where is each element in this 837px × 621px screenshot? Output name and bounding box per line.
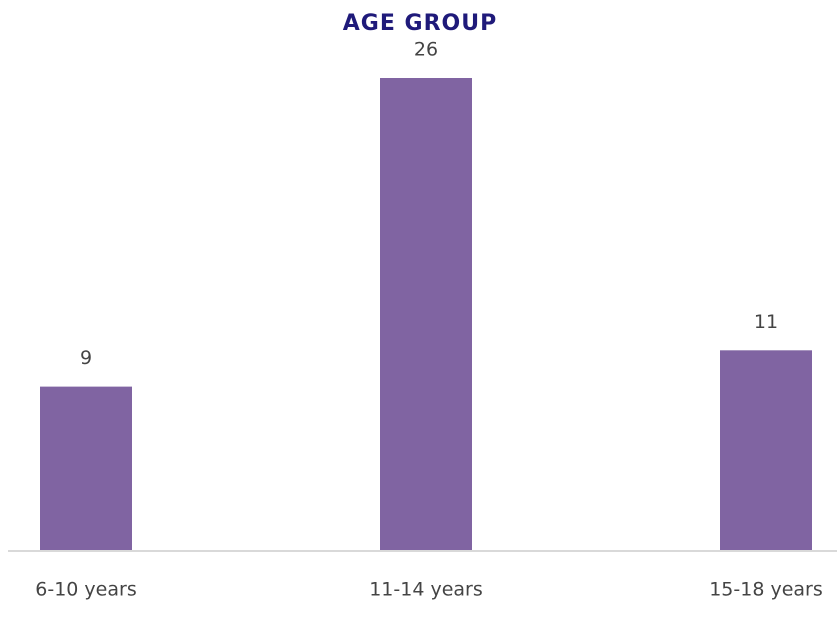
x-tick-label: 15-18 years [709, 579, 823, 601]
x-tick-label: 6-10 years [35, 579, 136, 601]
bar [720, 350, 812, 550]
x-tick-label: 11-14 years [369, 579, 483, 601]
data-label: 26 [414, 39, 438, 61]
data-label: 11 [754, 311, 778, 333]
chart-title: AGE GROUP [343, 11, 497, 36]
bar [380, 78, 472, 550]
bar [40, 386, 132, 550]
data-label: 9 [80, 347, 92, 369]
